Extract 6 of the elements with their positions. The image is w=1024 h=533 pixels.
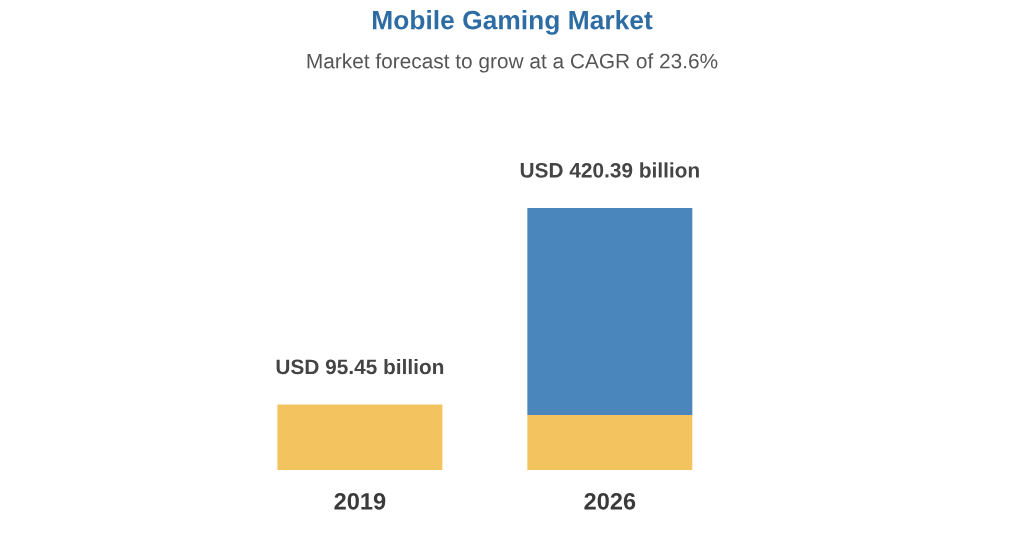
total-label: USD 95.45 billion: [276, 358, 444, 375]
total-label: USD 420.39 billion: [520, 162, 699, 178]
chart-subtitle: Market forecast to grow at a CAGR of 23.6%: [307, 53, 718, 73]
chart-title: Mobile Gaming Market: [373, 10, 653, 35]
x-tick-label: 2026: [584, 492, 636, 510]
x-tick-label: 2019: [334, 492, 386, 510]
